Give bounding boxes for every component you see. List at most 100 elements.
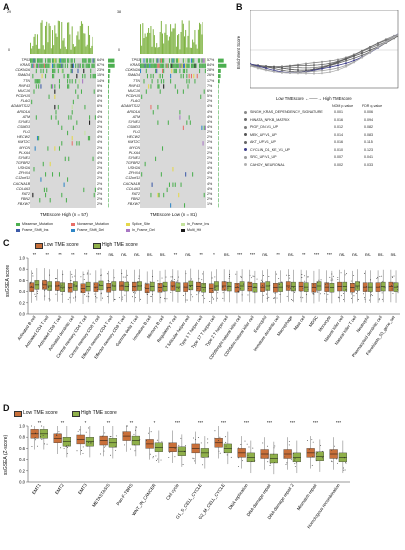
box-point bbox=[188, 288, 190, 290]
box-point bbox=[89, 273, 91, 275]
mutation-cell bbox=[64, 63, 66, 68]
gene-percent: 2% bbox=[97, 145, 103, 150]
box-point bbox=[198, 290, 200, 292]
tmb-bar bbox=[195, 44, 197, 54]
box-point bbox=[40, 435, 41, 437]
gene-label: ADAMTS12 bbox=[11, 104, 30, 109]
box-point bbox=[81, 291, 82, 293]
y-tick-label: 0.0 bbox=[19, 312, 25, 317]
b-row-p: 0.002 bbox=[334, 162, 343, 167]
box-point bbox=[45, 279, 47, 281]
box-point bbox=[85, 431, 87, 433]
mutation-cell bbox=[150, 58, 152, 63]
box-point bbox=[288, 441, 290, 442]
box-point bbox=[321, 450, 323, 452]
box-point bbox=[62, 288, 64, 290]
mutation-cell bbox=[91, 63, 93, 68]
box-point bbox=[103, 446, 105, 448]
mutation-cell bbox=[93, 63, 95, 68]
box-point bbox=[237, 447, 239, 449]
mutation-cell bbox=[151, 79, 153, 84]
box-point bbox=[228, 285, 230, 287]
b-row-q: 0.082 bbox=[364, 125, 373, 129]
mutation-cell bbox=[35, 79, 37, 84]
mutation-cell bbox=[151, 63, 153, 68]
mutation-cell bbox=[58, 146, 60, 151]
gene-freq-bar bbox=[108, 84, 109, 89]
box-point bbox=[105, 445, 107, 447]
box-point bbox=[267, 461, 269, 463]
box-point bbox=[236, 285, 238, 287]
gene-label: TGFBR2 bbox=[125, 161, 140, 165]
tmb-bar bbox=[194, 30, 196, 54]
box-point bbox=[44, 443, 45, 445]
box-point bbox=[150, 431, 152, 433]
box-point bbox=[148, 432, 149, 434]
gene-percent: 4% bbox=[207, 124, 213, 129]
box-point bbox=[66, 445, 68, 446]
gene-freq-bar bbox=[218, 198, 219, 203]
mutation-cell bbox=[172, 58, 174, 63]
box-point bbox=[185, 293, 187, 295]
tmb-bar bbox=[142, 23, 144, 54]
box-point bbox=[74, 275, 76, 277]
gene-label: FLAG bbox=[130, 99, 140, 104]
gene-label: ARID1A bbox=[127, 109, 140, 114]
mutation-cell bbox=[68, 115, 70, 120]
gene-freq-bar bbox=[218, 182, 219, 187]
mutation-cell bbox=[30, 58, 32, 63]
mutation-cell bbox=[158, 73, 160, 79]
tmb-bar bbox=[36, 34, 38, 54]
box-point bbox=[80, 276, 82, 278]
mutation-cell bbox=[90, 68, 92, 74]
box-point bbox=[285, 464, 287, 465]
box-point bbox=[346, 290, 347, 292]
box-point bbox=[83, 294, 85, 296]
box-point bbox=[55, 293, 57, 295]
box-point bbox=[249, 274, 251, 276]
category-label: METASTASIS bbox=[91, 483, 111, 508]
box-point bbox=[247, 294, 249, 296]
box-point bbox=[152, 456, 154, 457]
gene-percent: 2% bbox=[97, 181, 103, 186]
mutation-cell bbox=[93, 89, 95, 94]
box-point bbox=[32, 272, 34, 274]
mutation-cell bbox=[82, 58, 84, 63]
box-point bbox=[174, 278, 176, 280]
gene-freq-bar bbox=[218, 136, 219, 141]
mutation-cell bbox=[204, 125, 206, 131]
box-point bbox=[301, 277, 303, 279]
gene-label: PLXA4 bbox=[128, 150, 140, 155]
box-point bbox=[311, 439, 313, 441]
box-point bbox=[292, 289, 294, 291]
tmb-bar bbox=[32, 45, 34, 54]
panel-b-letter: B bbox=[236, 2, 243, 12]
mutation-cell bbox=[83, 58, 85, 63]
box-point bbox=[132, 296, 133, 298]
mutation-cell bbox=[185, 58, 187, 63]
box-point bbox=[343, 299, 344, 301]
box-point bbox=[202, 464, 204, 466]
gene-freq-bar bbox=[108, 146, 109, 151]
significance-label: *** bbox=[198, 420, 203, 425]
box-point bbox=[327, 293, 329, 295]
tmb-bar bbox=[167, 40, 169, 54]
mutation-cell bbox=[40, 84, 42, 89]
box-point bbox=[75, 296, 77, 298]
box-point bbox=[172, 286, 174, 288]
gene-freq-bar bbox=[218, 74, 221, 79]
box-point bbox=[161, 441, 163, 443]
gene-percent: 4% bbox=[207, 109, 213, 114]
d-boxplot: 1.0 0.8 0.6 0.4 0.2 0.0 ** EMT1 ** EMT2 * EMT3 ** MET… bbox=[19, 420, 350, 529]
box-point bbox=[145, 282, 147, 284]
box-point bbox=[207, 438, 209, 440]
box-point bbox=[114, 445, 116, 447]
mutation-cell bbox=[62, 63, 64, 68]
mutation-cell bbox=[142, 63, 144, 68]
mutation-cell bbox=[199, 63, 201, 68]
box-point bbox=[140, 285, 142, 287]
tmb-bar bbox=[165, 24, 167, 54]
box-point bbox=[111, 282, 113, 284]
box-point bbox=[269, 285, 271, 287]
box-point bbox=[73, 283, 75, 285]
